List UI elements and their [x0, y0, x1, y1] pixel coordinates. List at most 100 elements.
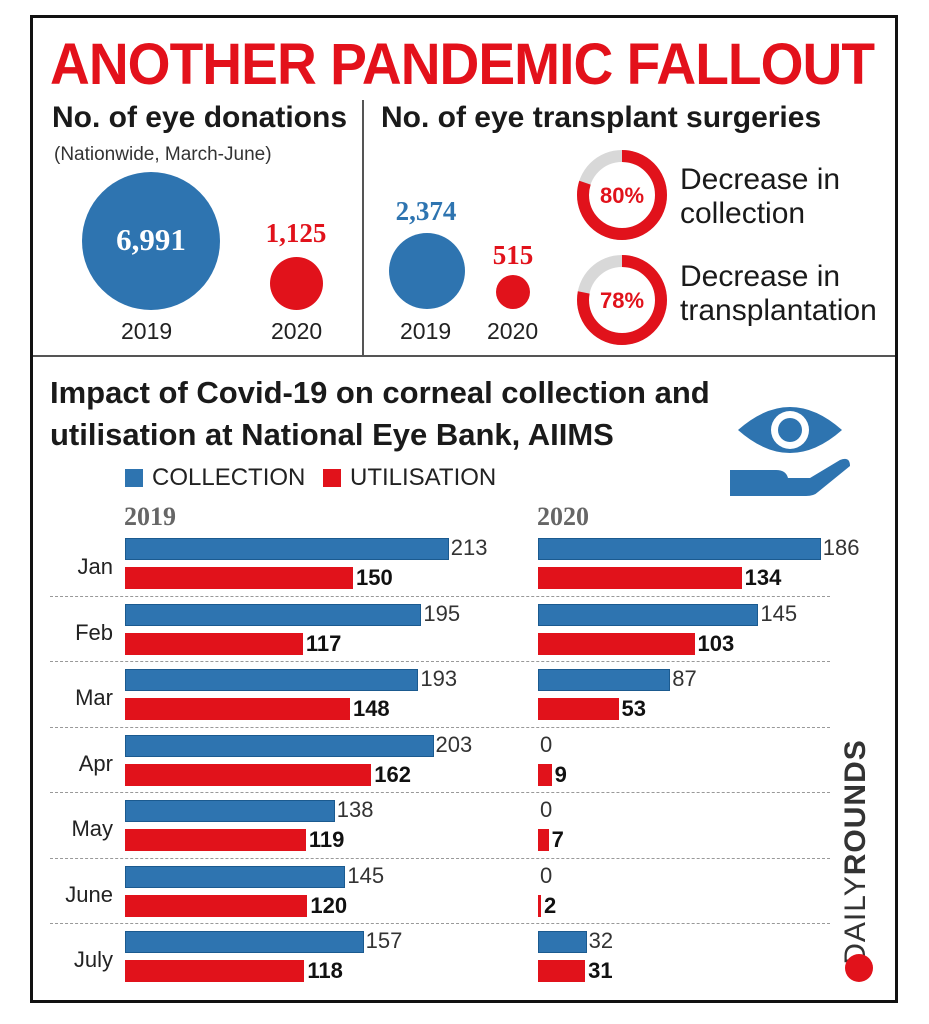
panel-2020-year: 2020	[537, 502, 589, 531]
row-separator	[50, 595, 830, 597]
month-label-may: May	[71, 816, 113, 841]
utilisation-bar	[538, 960, 586, 982]
eye-pupil	[778, 418, 802, 442]
month-label-apr: Apr	[78, 750, 113, 776]
collection-value-label: 87	[672, 666, 697, 691]
collection-value-label: 32	[588, 928, 614, 953]
utilisation-value-label: 117	[305, 630, 342, 656]
collection-bar	[125, 734, 434, 757]
transplants-2020-label: 2020	[487, 318, 539, 344]
utilisation-value-label: 7	[551, 827, 564, 852]
collection-value-label: 138	[336, 797, 374, 822]
collection-value-label: 0	[540, 731, 553, 757]
utilisation-bar	[538, 763, 552, 786]
donations-2019-value: 6,991	[116, 222, 186, 257]
utilisation-value-label: 162	[374, 761, 411, 787]
donations-title: No. of eye donations	[52, 101, 348, 134]
utilisation-value-label: 120	[310, 892, 348, 918]
donut-arc	[577, 150, 667, 240]
utilisation-value-label: 118	[307, 958, 343, 983]
utilisation-value-label: 9	[554, 761, 567, 787]
impact-title-line1: Impact of Covid-19 on corneal collection…	[50, 375, 710, 410]
collection-bar	[538, 931, 587, 953]
collection-value-label: 186	[822, 535, 860, 560]
utilisation-bar	[125, 763, 372, 786]
transplantation-decrease-donut: 78%	[577, 255, 667, 345]
transplants-2019-bubble	[389, 233, 465, 309]
utilisation-bar	[125, 698, 350, 720]
collection-decrease-line2: collection	[680, 197, 806, 230]
collection-value-label: 203	[435, 731, 473, 757]
utilisation-bar	[538, 829, 549, 851]
collection-value-label: 195	[423, 600, 461, 626]
utilisation-bar	[125, 894, 308, 917]
impact-title-line2: utilisation at National Eye Bank, AIIMS	[50, 417, 614, 452]
transplants-2019-label: 2019	[400, 318, 452, 344]
transplants-title: No. of eye transplant surgeries	[381, 101, 822, 134]
row-separator	[50, 792, 830, 793]
legend-utilisation-swatch	[323, 469, 341, 487]
collection-bar	[538, 603, 759, 626]
month-label-june: June	[65, 881, 113, 907]
collection-value-label: 213	[450, 535, 488, 560]
brand-wordmark: DAILYROUNDS	[839, 739, 873, 965]
utilisation-bar	[125, 632, 303, 655]
utilisation-bar	[538, 567, 742, 589]
transplants-2019-value: 2,374	[395, 196, 457, 226]
panel-2019-year: 2019	[124, 502, 176, 531]
month-label-feb: Feb	[75, 619, 113, 645]
donut-percent-text: 80%	[600, 183, 644, 208]
utilisation-bar	[125, 829, 306, 851]
collection-value-label: 193	[420, 666, 458, 691]
month-label-july: July	[73, 947, 113, 972]
dailyrounds-brand: DAILYROUNDS	[833, 739, 883, 990]
collection-value-label: 145	[347, 862, 385, 888]
collection-value-label: 0	[540, 862, 553, 888]
utilisation-value-label: 31	[588, 958, 613, 983]
collection-value-label: 0	[540, 797, 553, 822]
section-divider-horizontal	[33, 355, 895, 357]
donations-2020-bubble	[270, 257, 323, 310]
collection-value-label: 157	[365, 928, 403, 953]
brand-logo-icon	[845, 954, 873, 982]
transplants-2020-bubble	[496, 275, 530, 309]
brand-text-light: DAILY	[838, 875, 872, 965]
row-separator	[50, 857, 830, 859]
month-label-jan: Jan	[77, 554, 113, 579]
collection-bar	[125, 538, 449, 560]
utilisation-value-label: 53	[621, 696, 647, 721]
utilisation-value-label: 2	[544, 892, 557, 918]
transplantation-decrease-line1: Decrease in	[680, 260, 841, 293]
collection-bar	[125, 603, 422, 626]
legend-collection-label: COLLECTION	[152, 464, 306, 491]
transplantation-decrease-line2: transplantation	[680, 294, 877, 327]
donations-2019-label: 2019	[121, 318, 173, 344]
month-label-mar: Mar	[75, 685, 113, 710]
utilisation-value-label: 119	[308, 827, 345, 852]
donations-2020-value: 1,125	[265, 218, 327, 248]
headline: ANOTHER PANDEMIC FALLOUT	[50, 32, 875, 97]
donations-subtitle: (Nationwide, March-June)	[54, 144, 272, 165]
collection-bar	[125, 669, 419, 691]
eye-in-hand-icon	[730, 407, 850, 496]
utilisation-bar	[125, 960, 305, 982]
utilisation-value-label: 148	[352, 696, 390, 721]
collection-bar	[125, 931, 364, 953]
collection-value-label: 145	[760, 600, 798, 626]
collection-bar	[125, 865, 346, 888]
collection-decrease-line1: Decrease in	[680, 163, 841, 196]
utilisation-bar	[538, 698, 619, 720]
section-divider-vertical	[362, 100, 364, 355]
collection-bar	[538, 538, 821, 560]
utilisation-bar	[538, 894, 542, 917]
donations-2019-bubble	[82, 172, 220, 310]
utilisation-value-label: 134	[744, 565, 782, 590]
hand-shape	[730, 458, 850, 496]
collection-decrease-donut: 80%	[577, 150, 667, 240]
donations-2020-label: 2020	[271, 318, 323, 344]
row-separator	[50, 726, 830, 728]
legend-collection-swatch	[125, 469, 143, 487]
donut-arc	[577, 255, 667, 345]
brand-text-bold: ROUNDS	[838, 739, 872, 876]
utilisation-value-label: 103	[697, 630, 735, 656]
